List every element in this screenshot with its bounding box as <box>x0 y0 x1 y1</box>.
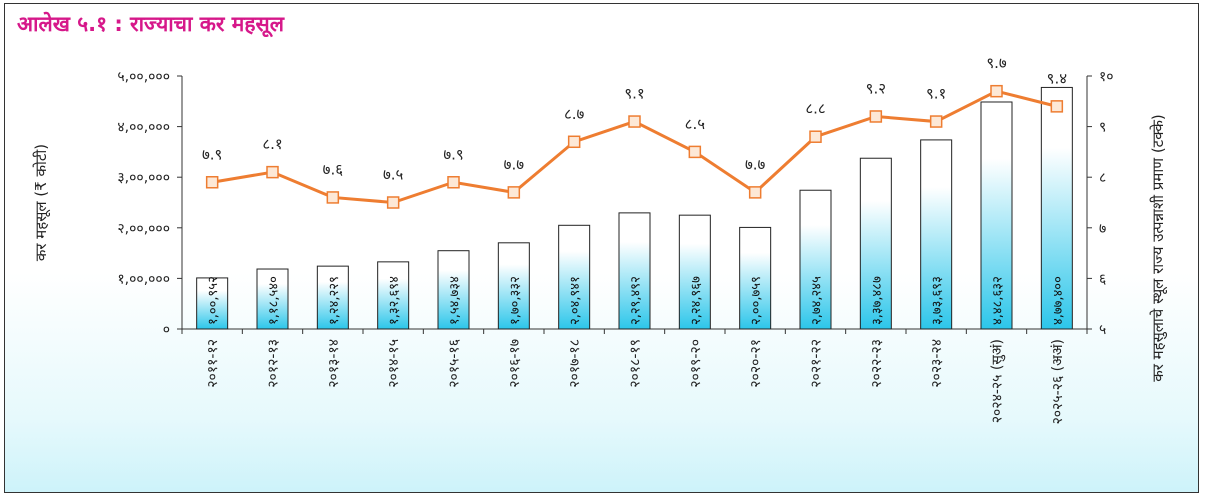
labels: १,००,९५२ १,१८,५४० १,२४,२२९ १,३२,६९४ १,५४,७३४… <box>202 54 1067 325</box>
y-axis-label-left: कर महसूल (₹ कोटी) <box>32 144 51 261</box>
ratio-value-label: ८.७ <box>564 105 585 123</box>
ratio-point <box>567 135 581 149</box>
x-tick-label: २०२२-२३ <box>869 339 885 388</box>
y-tick-label-right: ७ <box>1099 221 1106 237</box>
bar-value-label: १,००,९५२ <box>206 276 221 325</box>
bar <box>739 226 772 330</box>
ratio-point <box>205 176 219 189</box>
ratio-point <box>809 130 822 143</box>
bar <box>377 261 410 330</box>
bar <box>618 212 651 330</box>
ratio-value-label: ७.९ <box>443 145 463 163</box>
bar-value-label: १,५४,७३४ <box>448 276 463 325</box>
ratio-point <box>688 145 702 159</box>
x-tick-label: २०१८-१९ <box>628 339 644 388</box>
ratio-value-label: ७.५ <box>383 166 404 184</box>
bar-value-label: १,१८,५४० <box>267 276 282 325</box>
bar-value-label: २,०४,९४१ <box>568 276 583 325</box>
bar <box>678 214 711 330</box>
ratio-point <box>266 165 279 179</box>
y-tick-label-left: ३,००,००० <box>117 170 170 186</box>
bar-value-label: ३,३७,४८७ <box>870 276 885 325</box>
bar-value-label: २,७४,२४५ <box>810 276 825 325</box>
ratio-point <box>1050 100 1064 113</box>
ratio-value-label: ८.८ <box>805 100 825 118</box>
ratio-value-label: ७.९ <box>202 145 222 163</box>
bar <box>558 224 591 330</box>
ratio-point <box>326 191 340 204</box>
x-tick-label: २०१७-१८ <box>567 339 583 388</box>
bars <box>196 86 1073 330</box>
bar <box>256 268 289 330</box>
x-tick-label: २०१९-२० <box>688 339 704 388</box>
y-tick-label-right: ६ <box>1099 271 1106 287</box>
bar-value-label: १,७०,३३२ <box>508 276 523 325</box>
ratio-value-label: ९.४ <box>1047 69 1068 87</box>
y-tick-label-left: ४,००,००० <box>117 120 170 136</box>
ratio-value-label: ८.१ <box>262 135 282 153</box>
x-tick-label: २०२५-२६ (अअं) <box>1050 339 1066 425</box>
bar-value-label: २,२९,४९२ <box>629 276 644 325</box>
y-axis-label-right: कर महसुलाचे स्थूल राज्य उत्पन्नाशी प्रमा… <box>1149 114 1168 382</box>
bar-value-label: २,००,७५९ <box>749 276 764 325</box>
ratio-value-label: ८.५ <box>685 115 706 133</box>
bar-value-label: ४,७७,४०० <box>1051 276 1066 325</box>
bar <box>799 189 832 330</box>
x-tick-label: २०१६-१७ <box>507 339 523 388</box>
x-tick-label: २०२१-२२ <box>809 339 825 388</box>
ratio-point <box>507 186 521 199</box>
bar <box>980 101 1013 330</box>
x-tick-label: २०२४-२५ (सुअं) <box>990 339 1006 423</box>
ratio-point <box>447 176 460 189</box>
x-tick-label: २०१३-१४ <box>326 339 342 388</box>
x-tick-label: २०२०-२१ <box>748 339 764 388</box>
y-tick-label-left: ० <box>163 322 170 338</box>
x-tick-label: २०२३-२४ <box>929 339 945 388</box>
line-layer <box>205 84 1064 209</box>
ratio-value-label: ९.१ <box>624 85 644 103</box>
x-tick-label: २०१२-१३ <box>266 339 282 388</box>
ratio-point <box>748 186 762 199</box>
bar-value-label: ४,४८,६३२ <box>991 276 1006 325</box>
ratio-value-label: ७.७ <box>504 155 525 173</box>
y-tick-label-right: ८ <box>1099 170 1106 186</box>
x-tick-label: २०१५-१६ <box>447 339 463 388</box>
y-tick-label-left: २,००,००० <box>117 221 170 237</box>
bar <box>196 277 229 330</box>
ratio-value-label: ९.७ <box>986 54 1007 72</box>
ratio-point <box>386 196 400 209</box>
bar-value-label: १,२४,२२९ <box>327 276 342 325</box>
y-tick-label-right: १० <box>1099 69 1114 85</box>
ratio-point <box>628 115 641 128</box>
ratio-value-label: ७.६ <box>323 160 344 178</box>
bar <box>920 139 953 330</box>
y-tick-label-right: ५ <box>1099 322 1106 338</box>
x-tick-label: २०१४-१५ <box>386 339 402 388</box>
chart-title: आलेख ५.१ : राज्याचा कर महसूल <box>17 12 284 36</box>
bar <box>1040 86 1073 330</box>
ratio-value-label: ९.१ <box>926 85 946 103</box>
bar <box>859 157 892 330</box>
bar-value-label: २,२४,९६७ <box>689 276 704 325</box>
ratio-point <box>869 110 883 123</box>
bar-value-label: ३,७३,६९३ <box>930 276 945 325</box>
ratio-point <box>929 115 943 128</box>
bar <box>497 242 530 330</box>
y-tick-label-left: १,००,००० <box>117 271 170 287</box>
y-tick-label-left: ५,००,००० <box>117 69 170 85</box>
bar <box>437 250 470 330</box>
bar <box>316 265 349 330</box>
x-tick-label: २०११-१२ <box>205 339 221 388</box>
ratio-value-label: ९.२ <box>866 79 886 97</box>
ratio-value-label: ७.७ <box>745 155 766 173</box>
y-tick-label-right: ९ <box>1099 120 1106 136</box>
bar-value-label: १,३२,६९४ <box>387 276 402 325</box>
ratio-point <box>990 84 1003 98</box>
